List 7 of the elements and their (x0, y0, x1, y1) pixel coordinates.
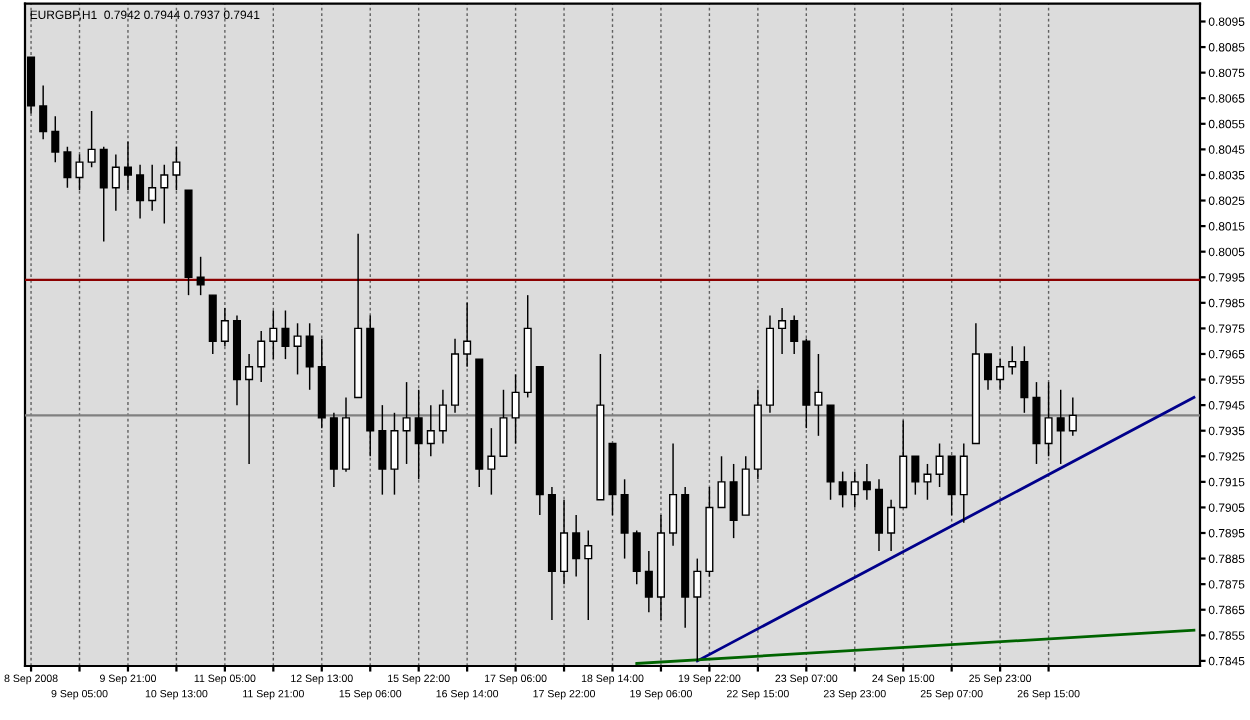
candlestick (245, 353, 254, 464)
candlestick (463, 302, 472, 367)
candlestick (778, 307, 787, 354)
candlestick (862, 463, 871, 500)
candlestick (148, 164, 157, 211)
candlestick (123, 141, 132, 191)
candlestick (426, 405, 435, 457)
